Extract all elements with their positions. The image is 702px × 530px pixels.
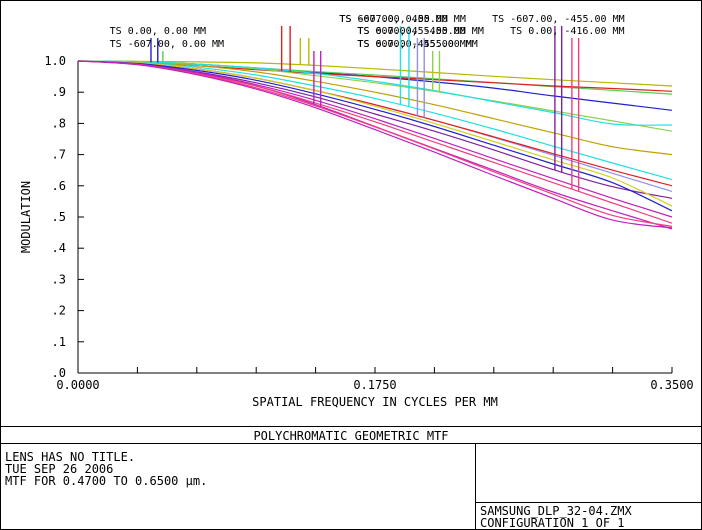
mtf-curve-secondary [77, 60, 673, 229]
x-tick-label: 0.3500 [650, 378, 693, 392]
y-tick-label: .6 [52, 179, 66, 193]
x-axis-label: SPATIAL FREQUENCY IN CYCLES PER MM [252, 395, 498, 409]
mtf-curve-secondary [77, 60, 673, 156]
file-name-text: SAMSUNG_DLP_32-04.ZMX [480, 504, 632, 518]
mtf-curve-secondary [77, 60, 673, 207]
y-tick-label: .4 [52, 241, 66, 255]
y-tick-label: .3 [52, 272, 66, 286]
legend-label: TS 0.00, 455.00 MM [357, 26, 465, 37]
plot-axes: 1.0 .9 .8 .7 .6 .5 .4 .3 .2 .1 .00.0000 0.1750 0.350… [19, 54, 694, 409]
legend-label: TS -607.00, -455.00 MM [492, 14, 624, 25]
legend-label: TS 0.00, 0.00 MM [110, 26, 206, 37]
mtf-range-text: MTF FOR 0.4700 TO 0.6500 μm. [5, 474, 207, 488]
y-tick-label: .9 [52, 85, 66, 99]
mtf-curve-secondary [77, 60, 673, 212]
mtf-curve [77, 60, 673, 224]
y-tick-label: .2 [52, 304, 66, 318]
legend: TS 0.00, 0.00 MM TS -607.00, 0.00 MM TS -6… [110, 14, 625, 192]
legend-label: TS -607.00, 0.00 MM [110, 39, 224, 50]
x-tick-label: 0.1750 [353, 378, 396, 392]
legend-label: TS -607.00, 455.00 MM [339, 14, 465, 25]
y-tick-label: .7 [52, 148, 66, 162]
mtf-curve-secondary [77, 60, 673, 187]
y-tick-label: .0 [52, 366, 66, 380]
y-tick-label: .5 [52, 210, 66, 224]
chart-title: POLYCHROMATIC GEOMETRIC MTF [253, 429, 448, 443]
configuration-text: CONFIGURATION 1 OF 1 [480, 516, 625, 530]
legend-label: TS 607.00, -455.00 MM [357, 26, 483, 37]
mtf-curves [77, 60, 673, 230]
legend-label: TS 0.00, -455.00 MM [357, 39, 471, 50]
y-axis-label: MODULATION [19, 181, 33, 253]
mtf-curve-secondary [77, 60, 673, 218]
y-tick-label: 1.0 [44, 54, 66, 68]
y-tick-label: .8 [52, 116, 66, 130]
mtf-curve [77, 60, 673, 181]
mtf-curve [77, 60, 673, 230]
y-tick-label: .1 [52, 335, 66, 349]
mtf-curve [77, 60, 673, 87]
mtf-curve [77, 60, 673, 132]
date-text: TUE SEP 26 2006 [5, 462, 113, 476]
mtf-curve-secondary [77, 60, 673, 126]
lens-title-text: LENS HAS NO TITLE. [5, 450, 135, 464]
x-tick-label: 0.0000 [56, 378, 99, 392]
legend-label: TS 607.00, 0.00 MM [339, 14, 447, 25]
legend-label: TS 0.00, -416.00 MM [510, 26, 624, 37]
